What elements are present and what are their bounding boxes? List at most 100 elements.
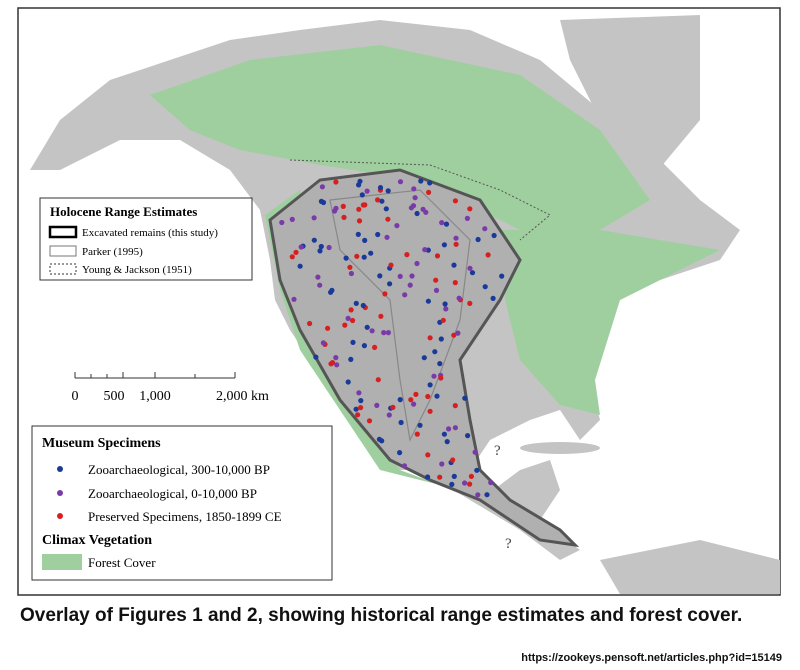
specimen-dot	[432, 349, 438, 355]
scale-bar	[74, 372, 236, 379]
specimen-dot	[469, 270, 476, 276]
south-america	[600, 540, 780, 594]
specimen-dot	[412, 195, 418, 201]
specimen-dot	[355, 231, 361, 237]
specimen-dot	[413, 391, 419, 397]
specimen-dot	[369, 328, 375, 334]
cuba	[520, 442, 600, 454]
specimen-dot	[499, 273, 505, 279]
specimen-dot	[384, 234, 390, 240]
specimen-dot	[385, 330, 391, 336]
specimen-dot	[450, 457, 456, 463]
specimen-dot	[381, 330, 387, 336]
specimen-dot	[360, 202, 366, 208]
specimen-dot	[315, 274, 321, 280]
forest-boreal	[150, 45, 650, 230]
specimen-dot	[421, 355, 427, 361]
specimen-dot	[333, 355, 339, 361]
specimen-dot	[388, 262, 394, 268]
specimen-dot	[377, 273, 383, 279]
specimen-dot	[485, 252, 491, 258]
specimen-dot	[364, 188, 370, 194]
specimen-dot	[401, 463, 408, 469]
legend-label: Excavated remains (this study)	[82, 227, 218, 239]
specimen-dot	[374, 402, 380, 408]
specimen-dot	[465, 433, 471, 439]
specimen-dot	[414, 260, 420, 267]
specimen-dot	[353, 300, 359, 306]
specimen-dot	[441, 431, 447, 437]
specimen-dot	[455, 330, 461, 336]
specimen-dot	[467, 265, 473, 271]
specimen-dot	[307, 320, 313, 327]
specimen-dot	[356, 206, 362, 212]
specimen-dot	[446, 426, 452, 432]
specimen-dot	[293, 249, 299, 255]
specimen-dot	[491, 232, 497, 239]
specimen-dot	[408, 397, 414, 403]
specimen-dot	[409, 273, 415, 279]
specimen-dot	[408, 205, 414, 211]
specimen-dot	[426, 189, 432, 195]
specimen-dot	[366, 418, 373, 424]
legend-swatch	[57, 513, 63, 519]
specimen-dot	[475, 236, 481, 243]
specimen-dot	[452, 198, 458, 204]
specimen-dot	[438, 336, 444, 342]
scale-label: 1,000	[139, 389, 171, 404]
specimen-dot	[356, 218, 363, 224]
specimen-dot	[345, 315, 351, 321]
legend-swatch	[49, 245, 77, 257]
specimen-dot	[289, 216, 295, 222]
specimen-dot	[464, 215, 470, 221]
specimen-dot	[334, 362, 340, 368]
specimen-dot	[356, 182, 362, 188]
specimen-dot	[358, 398, 364, 404]
specimen-dot	[355, 412, 361, 418]
legend-label: Forest Cover	[88, 555, 156, 570]
specimen-dot	[443, 221, 450, 227]
specimen-dot	[467, 300, 473, 306]
specimen-dot	[433, 287, 440, 293]
annotation: ?	[494, 443, 501, 459]
specimen-dot	[451, 332, 457, 338]
specimen-dot	[433, 277, 439, 283]
specimen-dot	[394, 223, 400, 229]
specimen-dot	[398, 419, 404, 426]
specimen-dot	[359, 192, 365, 198]
specimen-dot	[318, 243, 324, 250]
specimen-dot	[378, 313, 384, 319]
specimen-dot	[385, 216, 391, 222]
specimen-dot	[467, 481, 473, 487]
legend-title: Museum Specimens	[42, 436, 161, 451]
caption: Overlay of Figures 1 and 2, showing hist…	[20, 605, 743, 626]
legend-label: Zooarchaeological, 300-10,000 BP	[88, 462, 270, 477]
specimen-dot	[422, 247, 428, 253]
specimen-dot	[332, 208, 338, 214]
specimen-dot	[462, 395, 468, 401]
map: ? ? Holocene Range Estimates Excavated r…	[17, 7, 781, 596]
annotation: ?	[505, 536, 512, 552]
specimen-dot	[291, 296, 297, 302]
specimen-dot	[341, 214, 347, 220]
specimen-points	[279, 178, 505, 498]
specimen-dot	[439, 220, 445, 226]
specimen-dot	[358, 405, 364, 411]
specimen-dot	[482, 284, 488, 290]
specimen-dot	[472, 449, 478, 455]
specimen-dot	[383, 206, 389, 212]
legend-label: Young & Jackson (1951)	[82, 264, 192, 276]
specimen-dot	[385, 188, 391, 194]
specimen-dot	[414, 210, 420, 217]
specimen-dot	[404, 252, 410, 258]
legend-title: Holocene Range Estimates	[50, 204, 197, 219]
scale-label: 500	[104, 389, 125, 404]
legend-label: Parker (1995)	[82, 246, 143, 258]
specimen-dot	[456, 295, 462, 301]
specimen-dot	[329, 287, 335, 293]
specimen-dot	[462, 480, 468, 486]
specimen-dot	[361, 343, 367, 349]
scale-label: 2,000 km	[216, 389, 269, 404]
specimen-dot	[333, 179, 339, 185]
specimen-dot	[451, 262, 457, 268]
